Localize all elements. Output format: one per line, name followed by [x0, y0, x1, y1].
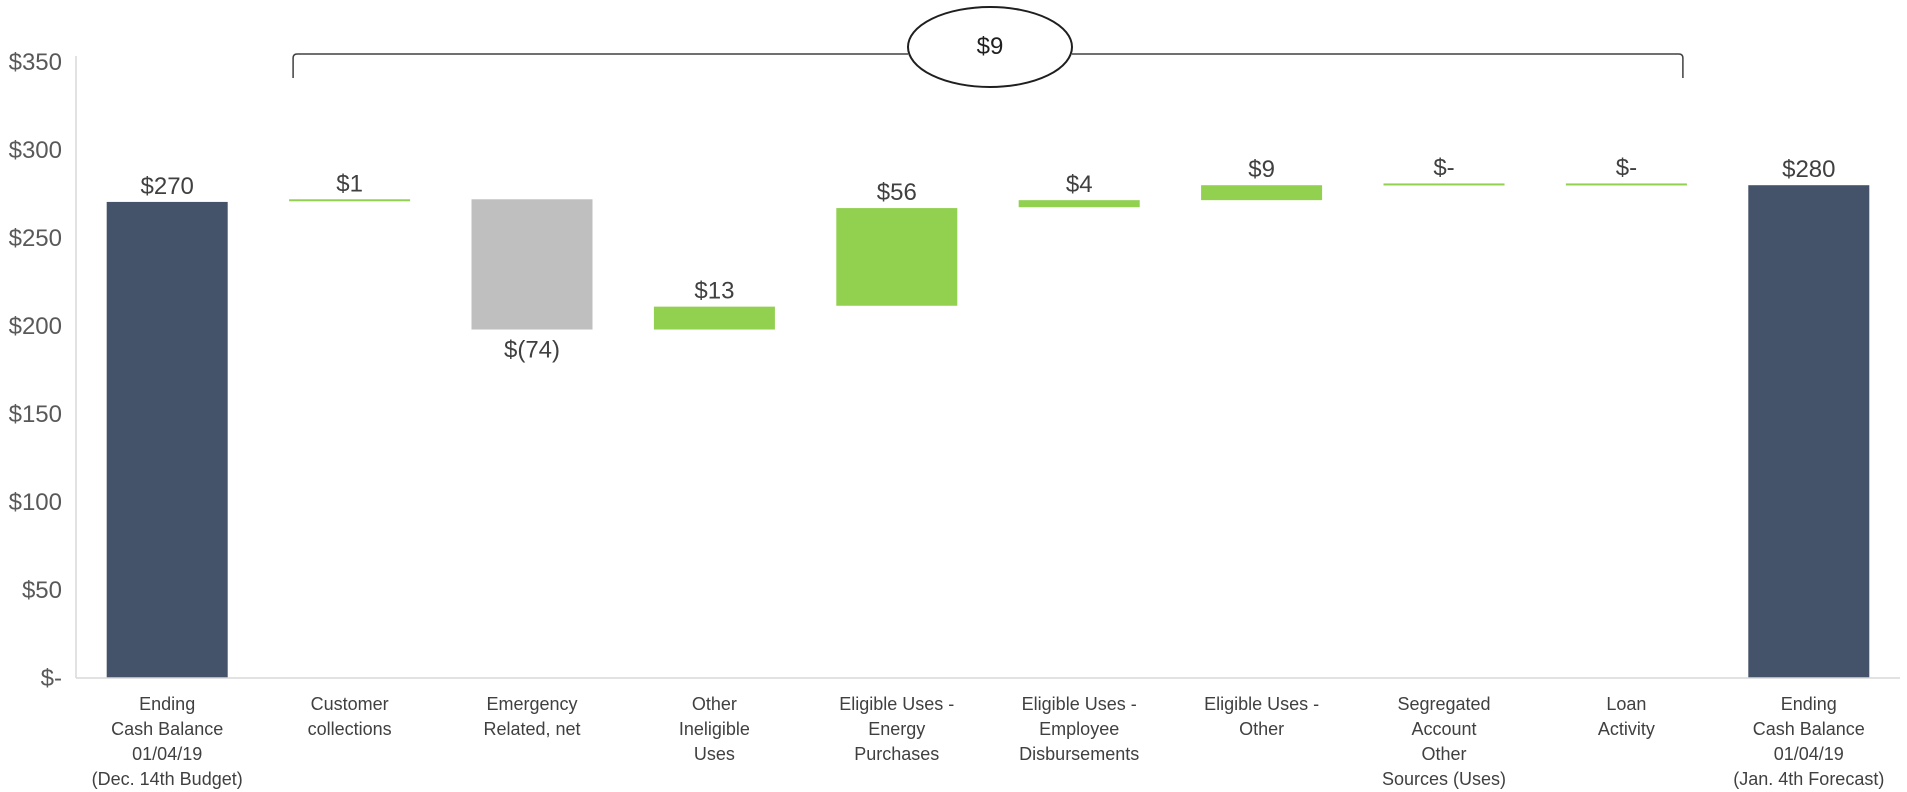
y-tick-label: $250 [9, 225, 62, 252]
bar-increase [289, 199, 411, 202]
y-tick-label: $150 [9, 401, 62, 428]
category-label-line: Segregated [1397, 694, 1490, 714]
y-tick-label: $300 [9, 137, 62, 164]
category-label-line: 01/04/19 [1774, 744, 1844, 764]
total-change-bracket: $9 [292, 6, 1684, 88]
y-axis: $- $50 $100 $150 $200 $250 $300 $350 [9, 49, 77, 692]
data-label: $- [1616, 154, 1637, 181]
data-label: $(74) [504, 337, 560, 364]
category-label-line: Eligible Uses - [1204, 694, 1319, 714]
bar-decrease [471, 199, 593, 330]
data-label: $1 [336, 170, 363, 197]
category-label-line: Cash Balance [1753, 719, 1865, 739]
y-tick-label: $100 [9, 489, 62, 516]
bar-total [106, 201, 228, 679]
category-label-line: Sources (Uses) [1382, 769, 1506, 789]
category-label-line: Purchases [854, 744, 939, 764]
data-label: $13 [694, 278, 734, 305]
bracket-callout-ellipse [907, 6, 1073, 88]
category-label-line: (Dec. 14th Budget) [92, 769, 243, 789]
category-label-line: Loan [1606, 694, 1646, 714]
category-label: Emergency Related, net [483, 694, 580, 739]
data-label: $270 [141, 173, 194, 200]
category-label: Customer collections [308, 694, 392, 739]
data-labels: $270 $1 $(74) $13 $56 $4 $9 $- $- $280 [141, 154, 1836, 363]
x-axis: Ending Cash Balance 01/04/19 (Dec. 14th Bud… [76, 677, 1900, 789]
data-label: $56 [877, 179, 917, 206]
y-tick-label: $350 [9, 49, 62, 76]
bar-total [1748, 185, 1870, 678]
category-label: Ending Cash Balance 01/04/19 (Dec. 14th Bud… [92, 694, 243, 789]
bar-series [106, 183, 1870, 679]
data-label: $- [1433, 154, 1454, 181]
bracket-callout-label: $9 [977, 33, 1004, 60]
category-label-line: Account [1411, 719, 1476, 739]
category-label-line: Energy [868, 719, 925, 739]
category-label-line: 01/04/19 [132, 744, 202, 764]
bar-increase [653, 306, 775, 330]
y-tick-label: $50 [22, 577, 62, 604]
category-label-line: Activity [1598, 719, 1655, 739]
category-label: Eligible Uses - Energy Purchases [839, 694, 954, 764]
y-tick-label: $- [41, 665, 62, 692]
bracket-left-arm [292, 53, 908, 78]
bracket-right-arm [1072, 53, 1684, 78]
category-label-line: Ending [139, 694, 195, 714]
category-label-line: Other [1421, 744, 1466, 764]
category-label-line: collections [308, 719, 392, 739]
category-label-line: Other [692, 694, 737, 714]
data-label: $9 [1248, 156, 1275, 183]
data-label: $4 [1066, 171, 1093, 198]
category-label-line: Employee [1039, 719, 1119, 739]
y-tick-label: $200 [9, 313, 62, 340]
category-label: Eligible Uses - Other [1204, 694, 1319, 739]
category-label: Eligible Uses - Employee Disbursements [1019, 694, 1139, 764]
category-label-line: Customer [311, 694, 389, 714]
category-label: Loan Activity [1598, 694, 1655, 739]
category-label-line: Eligible Uses - [1022, 694, 1137, 714]
bar-increase [1565, 183, 1687, 186]
category-label-line: Ineligible [679, 719, 750, 739]
category-label-line: Emergency [486, 694, 577, 714]
category-label: Ending Cash Balance 01/04/19 (Jan. 4th Fore… [1733, 694, 1884, 789]
category-label-line: Cash Balance [111, 719, 223, 739]
data-label: $280 [1782, 156, 1835, 183]
category-label-line: Eligible Uses - [839, 694, 954, 714]
category-label-line: Uses [694, 744, 735, 764]
category-label-line: Other [1239, 719, 1284, 739]
category-label-line: Related, net [483, 719, 580, 739]
category-label-line: Disbursements [1019, 744, 1139, 764]
bar-increase [1383, 183, 1505, 186]
category-label: Segregated Account Other Sources (Uses) [1382, 694, 1506, 789]
category-label-line: Ending [1781, 694, 1837, 714]
category-label: Other Ineligible Uses [679, 694, 750, 764]
bar-increase [1018, 200, 1140, 208]
bar-increase [1201, 185, 1323, 201]
category-label-line: (Jan. 4th Forecast) [1733, 769, 1884, 789]
bar-increase [836, 208, 958, 306]
